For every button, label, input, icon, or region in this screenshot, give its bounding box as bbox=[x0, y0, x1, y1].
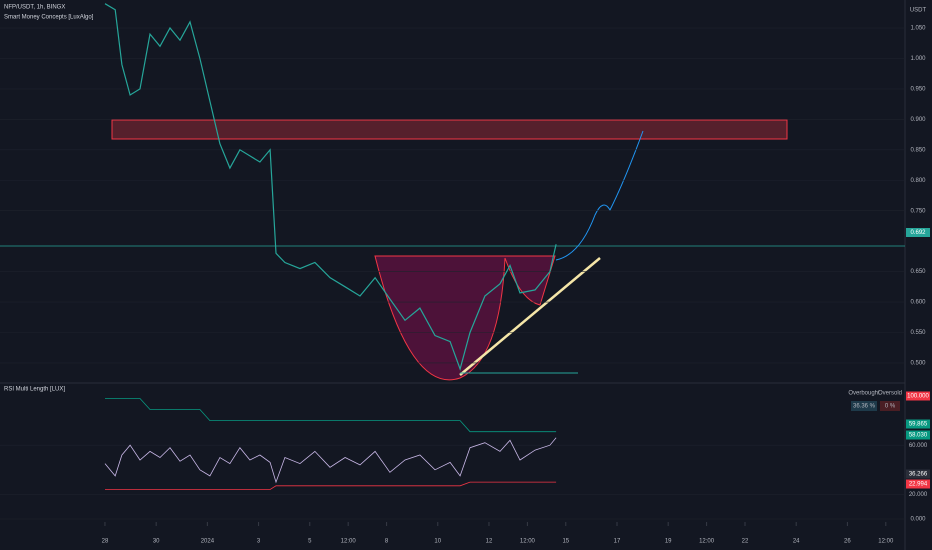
rsi-badge-bg bbox=[906, 419, 930, 429]
rsi-title: RSI Multi Length [LUX] bbox=[4, 387, 65, 393]
legend-oversold: Oversold bbox=[878, 391, 902, 397]
y-tick-label: 1.000 bbox=[910, 56, 926, 62]
series-line bbox=[104, 437, 557, 484]
rsi-badge: 36.266 bbox=[909, 472, 928, 478]
x-tick-label: 28 bbox=[102, 539, 109, 545]
legend-overbought: Overbought bbox=[848, 391, 880, 397]
x-tick-label: 8 bbox=[385, 539, 389, 545]
series-line bbox=[105, 481, 557, 490]
y-tick-label: 0.600 bbox=[910, 300, 926, 306]
series-line bbox=[105, 398, 557, 433]
x-tick-label: 12:00 bbox=[520, 539, 536, 545]
x-tick-label: 22 bbox=[742, 539, 749, 545]
y-tick-label: 0.500 bbox=[910, 361, 926, 367]
x-tick-label: 15 bbox=[562, 539, 569, 545]
rsi-badge-bg bbox=[906, 391, 930, 401]
rsi-badge-bg bbox=[906, 430, 930, 440]
rsi-badge-bg bbox=[906, 469, 930, 479]
y-tick-label: 0.850 bbox=[910, 147, 926, 153]
rsi-badge-bg bbox=[906, 479, 930, 489]
y-tick-label: 0.550 bbox=[910, 330, 926, 336]
y-tick-label: 0.900 bbox=[910, 117, 926, 123]
x-tick-label: 3 bbox=[257, 539, 261, 545]
rsi-badge: 22.994 bbox=[909, 482, 928, 488]
symbol-title: NFP/USDT, 1h, BINGX bbox=[4, 5, 65, 11]
indicator-name: Smart Money Concepts [LuxAlgo] bbox=[4, 15, 94, 21]
trend-line bbox=[459, 257, 601, 376]
x-tick-label: 2024 bbox=[201, 539, 215, 545]
currency: USDT bbox=[910, 8, 927, 14]
y-tick-label: 0.650 bbox=[910, 269, 926, 275]
y-tick-label: 0.750 bbox=[910, 208, 926, 214]
y-tick-label: 0.950 bbox=[910, 86, 926, 92]
supply-zone bbox=[111, 119, 788, 140]
plot-layer: 0.500 0.550 0.600 0.650 0.750 0.800 0.850 0.900… bbox=[0, 3, 928, 545]
y-tick-label: 1.050 bbox=[910, 26, 926, 32]
price-badge-bg bbox=[906, 228, 930, 237]
x-tick-label: 30 bbox=[153, 539, 160, 545]
y-tick-label: 0.000 bbox=[910, 517, 926, 523]
x-tick-label: 12:00 bbox=[878, 539, 894, 545]
x-tick-label: 26 bbox=[844, 539, 851, 545]
rsi-badge: 58.030 bbox=[909, 433, 928, 439]
price-badge: 0.692 bbox=[910, 230, 926, 236]
rsi-badge: 100.000 bbox=[907, 394, 929, 400]
x-tick-label: 19 bbox=[665, 539, 672, 545]
y-tick-label: 60.000 bbox=[909, 443, 928, 449]
legend-box bbox=[880, 401, 900, 411]
x-tick-label: 12:00 bbox=[699, 539, 715, 545]
x-tick-label: 12 bbox=[486, 539, 493, 545]
x-tick-label: 5 bbox=[308, 539, 312, 545]
projection-path bbox=[555, 130, 644, 261]
series-line bbox=[104, 3, 557, 371]
x-tick-label: 24 bbox=[793, 539, 800, 545]
legend-overbought-value: 36.36 % bbox=[853, 404, 876, 410]
rsi-badge: 59.865 bbox=[909, 422, 928, 428]
x-tick-label: 17 bbox=[614, 539, 621, 545]
legend-box bbox=[851, 401, 877, 411]
y-tick-label: 20.000 bbox=[909, 492, 928, 498]
legend-oversold-value: 0 % bbox=[885, 404, 896, 410]
x-tick-label: 10 bbox=[434, 539, 441, 545]
x-tick-label: 12:00 bbox=[341, 539, 357, 545]
y-tick-label: 0.800 bbox=[910, 178, 926, 184]
